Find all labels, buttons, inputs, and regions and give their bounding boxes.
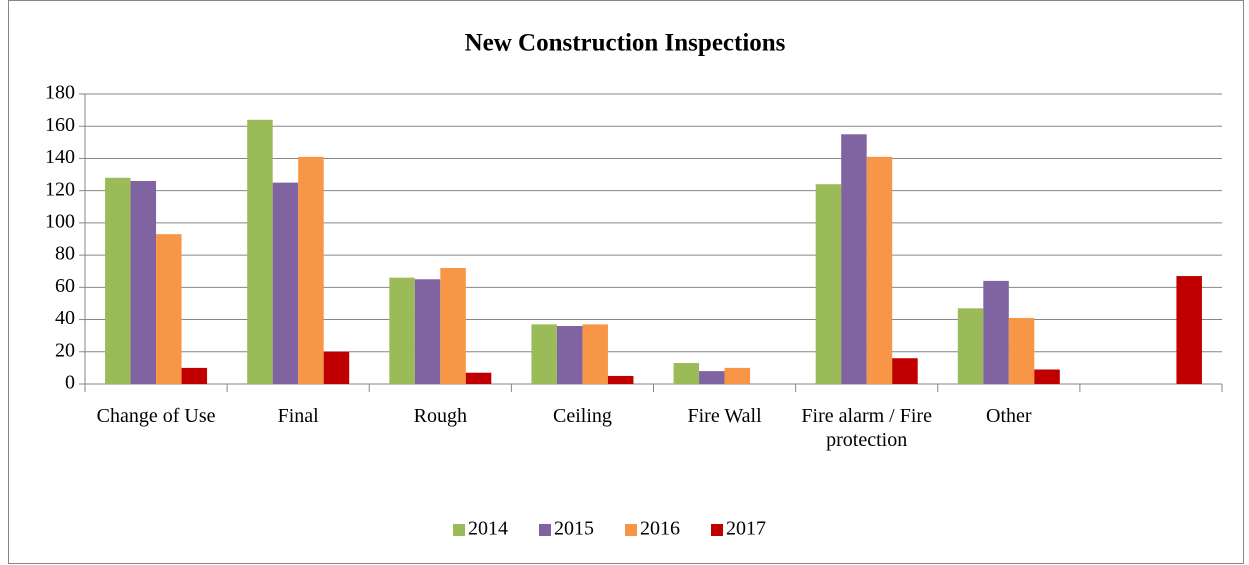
bar [699, 371, 725, 384]
bar [247, 119, 273, 385]
bar [272, 182, 299, 384]
bar [130, 181, 157, 384]
chart-title: New Construction Inspections [465, 30, 786, 57]
bar [983, 280, 1009, 384]
y-tick-label: 60 [55, 275, 75, 297]
bar [531, 324, 557, 384]
y-tick-label: 120 [45, 178, 75, 200]
y-tick-label: 180 [45, 82, 75, 104]
bar [1034, 369, 1060, 384]
bar [556, 326, 583, 384]
chart-border [8, 0, 1244, 564]
y-tick-label: 80 [55, 243, 75, 265]
x-tick-label: Ceiling [552, 405, 612, 427]
legend-label: 2017 [726, 518, 766, 540]
legend-swatch [539, 524, 551, 536]
bar [440, 268, 466, 384]
x-tick-label: Other [986, 405, 1032, 427]
bar [181, 367, 208, 384]
bar [724, 367, 751, 384]
bar [607, 375, 634, 384]
bar [957, 308, 984, 384]
legend-label: 2015 [554, 518, 594, 540]
bar [673, 363, 700, 384]
y-tick-label: 100 [45, 210, 75, 232]
bar [323, 351, 350, 384]
x-tick-label: Fire alarm / Fire protection [801, 405, 932, 451]
y-tick-label: 0 [65, 372, 75, 394]
x-tick-label: Change of Use [96, 405, 216, 427]
legend-label: 2014 [468, 518, 508, 540]
bar [892, 358, 918, 384]
legend-swatch [711, 524, 723, 536]
bar [105, 177, 131, 384]
bar [298, 156, 324, 384]
legend-swatch [453, 524, 465, 536]
bar [582, 324, 608, 384]
bar [841, 134, 867, 384]
legend-label: 2016 [640, 518, 680, 540]
bar [815, 184, 842, 384]
bar [465, 372, 492, 384]
y-tick-label: 140 [45, 146, 75, 168]
y-tick-label: 20 [55, 339, 75, 361]
legend-swatch [625, 524, 637, 536]
bar [866, 156, 893, 384]
bar [1008, 317, 1035, 384]
bar [1176, 276, 1202, 384]
x-tick-label: Final [277, 405, 319, 427]
y-tick-label: 40 [55, 307, 75, 329]
y-tick-label: 160 [45, 114, 75, 136]
bar [414, 279, 441, 384]
x-tick-label: Fire Wall [687, 405, 762, 427]
bar [156, 234, 182, 384]
x-tick-label: Rough [413, 405, 467, 427]
bar [389, 277, 415, 384]
